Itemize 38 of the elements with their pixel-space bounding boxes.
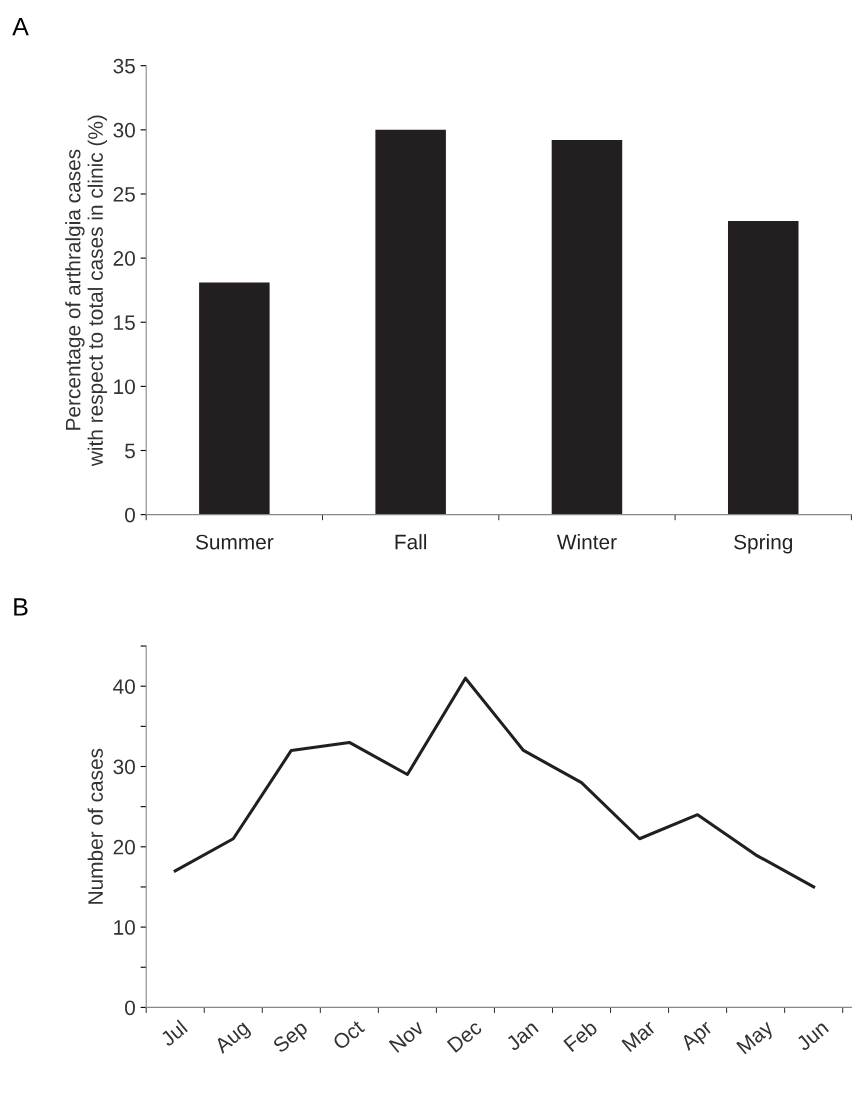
x-tick-label: Summer: [195, 534, 274, 550]
bar: [375, 129, 446, 515]
y-tick-label: 10: [114, 920, 135, 935]
y-tick-label: 40: [113, 679, 135, 694]
y-tick-label: 0: [125, 1000, 135, 1016]
x-tick-label: Aug: [213, 1019, 253, 1058]
y-tick-label: 30: [113, 759, 135, 775]
line-series: [173, 676, 816, 889]
y-tick-label: 25: [113, 186, 135, 202]
y-axis-title: Percentage of arthralgia cases with respect to total cases in clinic (%): [65, 115, 108, 467]
y-tick-label: 20: [113, 251, 135, 266]
y-tick-label: 35: [113, 58, 135, 74]
chart-title: B: [14, 598, 28, 616]
chart-title: A: [12, 17, 29, 36]
y-tick-label: 15: [114, 315, 135, 330]
y-axis-title: Number of cases: [87, 748, 103, 904]
x-tick-label: Jul: [159, 1019, 188, 1048]
x-tick-label: Dec: [446, 1019, 483, 1053]
x-tick-label: Apr: [679, 1019, 716, 1055]
x-tick-label: Fall: [395, 534, 427, 550]
bar: [727, 220, 799, 515]
x-tick-label: Jun: [795, 1019, 830, 1052]
x-tick-label: May: [736, 1019, 777, 1058]
y-tick-label: 20: [113, 839, 135, 855]
x-tick-label: Jan: [505, 1019, 539, 1052]
y-tick-label: 30: [113, 122, 135, 138]
x-tick-label: Sep: [271, 1019, 312, 1057]
x-tick-label: Oct: [331, 1019, 366, 1051]
x-tick-label: Nov: [388, 1019, 426, 1053]
x-tick-label: Mar: [621, 1019, 657, 1053]
x-tick-label: Feb: [562, 1019, 599, 1053]
y-tick-label: 5: [125, 443, 135, 459]
y-tick-label: 10: [114, 379, 135, 395]
x-tick-label: Spring: [734, 534, 793, 554]
bar: [551, 140, 623, 515]
y-tick-label: 0: [125, 507, 135, 523]
x-tick-label: Winter: [556, 534, 617, 550]
bar: [199, 282, 270, 515]
